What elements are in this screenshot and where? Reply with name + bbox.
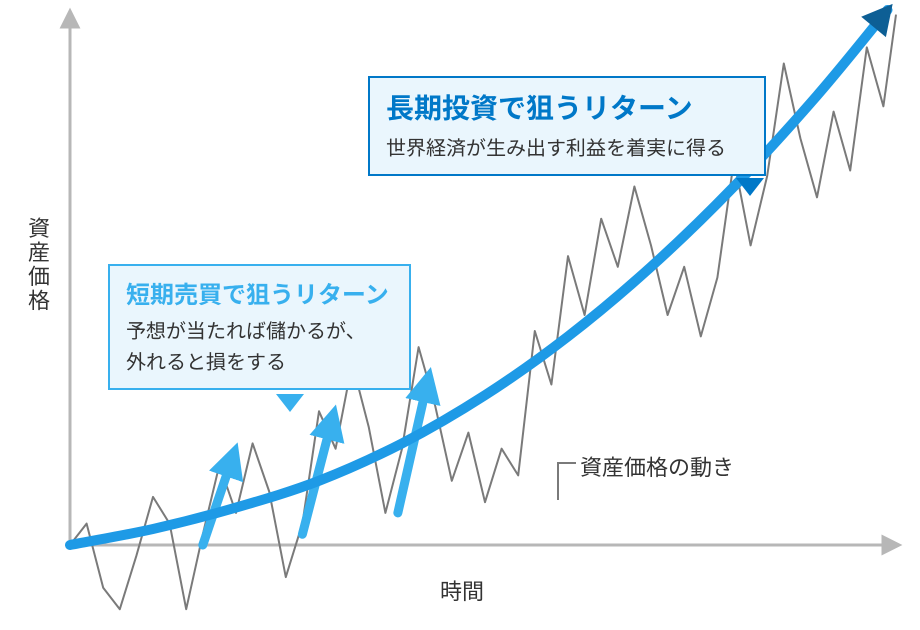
callout-long-term-subtitle: 世界経済が生み出す利益を着実に得る <box>386 131 748 162</box>
callout-long-term: 長期投資で狙うリターン 世界経済が生み出す利益を着実に得る <box>368 76 766 176</box>
x-axis-label: 時間 <box>440 574 484 606</box>
callout-short-term: 短期売買で狙うリターン 予想が当たれば儲かるが、外れると損をする <box>108 264 411 390</box>
y-axis-label: 資産価格 <box>22 216 55 312</box>
callout-short-term-title: 短期売買で狙うリターン <box>126 276 393 310</box>
chart-container: 資産価格 時間 資産価格の動き 長期投資で狙うリターン 世界経済が生み出す利益を… <box>0 0 920 630</box>
callout-short-term-pointer-icon <box>276 394 304 412</box>
noisy-line-label: 資産価格の動き <box>580 450 734 482</box>
callout-long-term-pointer-icon <box>736 178 764 196</box>
callout-long-term-title: 長期投資で狙うリターン <box>386 88 748 127</box>
callout-short-term-subtitle: 予想が当たれば儲かるが、外れると損をする <box>126 314 393 376</box>
